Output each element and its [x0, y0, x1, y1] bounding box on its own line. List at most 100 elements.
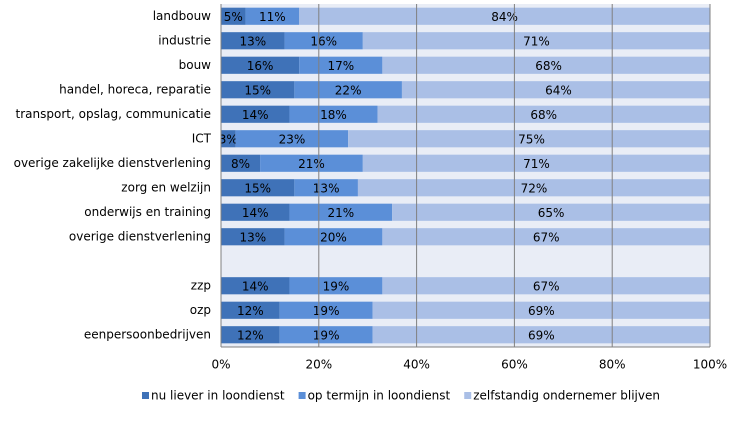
y-tick-label: industrie [158, 33, 211, 47]
data-label: 12% [237, 304, 264, 318]
data-label: 21% [298, 157, 325, 171]
bar-segment [372, 326, 710, 344]
bar-segment [289, 105, 378, 123]
data-label: 69% [528, 328, 555, 342]
bar-segment [289, 277, 383, 295]
data-label: 75% [518, 132, 545, 146]
bar-segment [221, 301, 280, 319]
data-label: 22% [335, 83, 362, 97]
data-label: 18% [320, 108, 347, 122]
bar-segment [221, 130, 236, 148]
bar-segment [299, 7, 710, 25]
legend-label: nu liever in loondienst [151, 389, 285, 403]
bar-segment [284, 32, 363, 50]
data-label: 8% [231, 157, 250, 171]
bar-segment [221, 105, 290, 123]
bar-segment [279, 326, 373, 344]
bar-segment [221, 81, 295, 99]
bar-segment [401, 81, 710, 99]
bar-segment [221, 32, 285, 50]
bar-segment [221, 228, 285, 246]
data-label: 16% [310, 34, 337, 48]
y-tick-label: zorg en welzijn [121, 180, 211, 194]
data-label: 19% [313, 304, 340, 318]
data-label: 84% [491, 10, 518, 24]
data-label: 11% [259, 10, 286, 24]
bar-segment [221, 7, 246, 25]
bar-segment [245, 7, 300, 25]
legend-swatch [464, 392, 472, 399]
bar-segment [362, 154, 710, 172]
data-label: 5% [224, 10, 243, 24]
data-label: 13% [239, 230, 266, 244]
x-tick-label: 60% [501, 358, 528, 372]
x-tick-label: 100% [693, 358, 727, 372]
data-label: 68% [530, 108, 557, 122]
y-tick-label: bouw [179, 58, 212, 72]
y-tick-label: handel, horeca, reparatie [59, 82, 211, 96]
data-label: 21% [327, 206, 354, 220]
y-tick-label: overige dienstverlening [69, 229, 211, 243]
x-tick-label: 40% [403, 358, 430, 372]
bar-segment [348, 130, 710, 148]
data-label: 13% [239, 34, 266, 48]
data-label: 15% [244, 181, 271, 195]
data-label: 3% [219, 132, 238, 146]
data-label: 65% [538, 206, 565, 220]
data-label: 14% [242, 279, 269, 293]
bar-segment [382, 228, 710, 246]
bar-segment [294, 179, 358, 197]
legend-label: op termijn in loondienst [308, 389, 451, 403]
data-label: 67% [533, 230, 560, 244]
bar-segment [279, 301, 373, 319]
y-tick-label: ICT [192, 131, 212, 145]
y-tick-label: transport, opslag, communicatie [16, 107, 211, 121]
data-label: 13% [313, 181, 340, 195]
bar-segment [294, 81, 402, 99]
plot-area [221, 4, 710, 347]
data-label: 72% [521, 181, 548, 195]
data-label: 19% [323, 279, 350, 293]
bar-segment [221, 203, 290, 221]
bar-segment [392, 203, 710, 221]
legend-label: zelfstandig ondernemer blijven [473, 389, 660, 403]
bar-segment [284, 228, 383, 246]
legend-swatch [298, 392, 306, 399]
data-label: 69% [528, 304, 555, 318]
y-tick-label: landbouw [153, 9, 211, 23]
data-label: 68% [535, 59, 562, 73]
y-tick-label: zzp [191, 278, 211, 292]
bar-segment [289, 203, 393, 221]
y-tick-label: onderwijs en training [84, 205, 211, 219]
x-tick-label: 0% [211, 358, 230, 372]
data-label: 16% [247, 59, 274, 73]
x-tick-label: 80% [599, 358, 626, 372]
data-label: 12% [237, 328, 264, 342]
bar-segment [221, 277, 290, 295]
y-tick-label: ozp [190, 303, 211, 317]
bar-segment [382, 56, 710, 74]
data-label: 15% [244, 83, 271, 97]
bar-segment [221, 154, 261, 172]
data-label: 19% [313, 328, 340, 342]
bar-segment [260, 154, 363, 172]
data-label: 17% [327, 59, 354, 73]
bar-segment [362, 32, 710, 50]
bar-segment [372, 301, 710, 319]
data-label: 71% [523, 157, 550, 171]
bar-segment [377, 105, 710, 123]
y-tick-label: eenpersoonbedrijven [84, 327, 211, 341]
legend-swatch [142, 392, 149, 399]
bar-segment [235, 130, 349, 148]
data-label: 67% [533, 279, 560, 293]
bar-segment [357, 179, 710, 197]
data-label: 20% [320, 230, 347, 244]
data-label: 23% [279, 132, 306, 146]
data-label: 64% [545, 83, 572, 97]
bars: 5% 11% 84% 13% 16% 71% 16% 17% 68% 15% 22% 64% 14% 18… [219, 7, 710, 344]
bar-segment [382, 277, 710, 295]
bar-segment [221, 326, 280, 344]
data-label: 14% [242, 108, 269, 122]
data-label: 14% [242, 206, 269, 220]
